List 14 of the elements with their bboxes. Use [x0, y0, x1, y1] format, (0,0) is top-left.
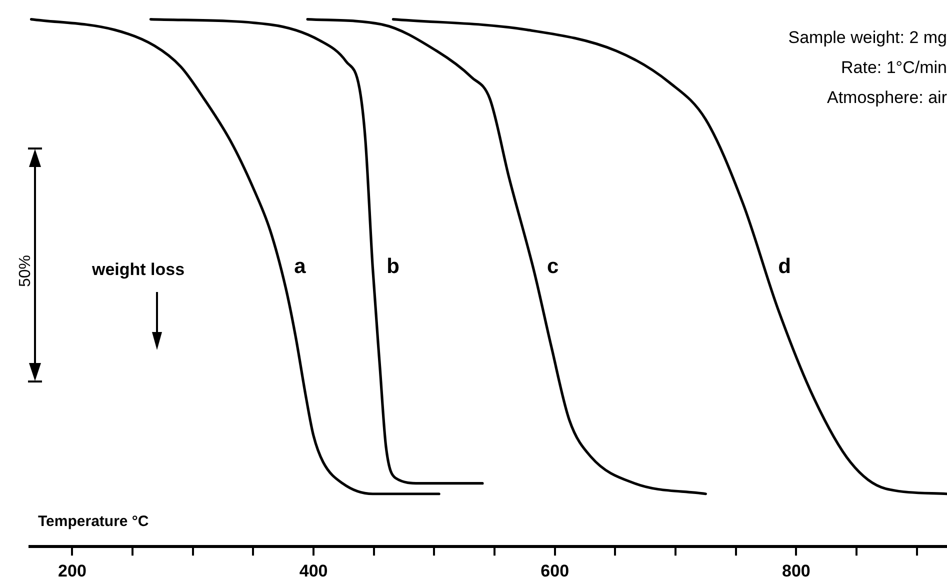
series-label: d [778, 254, 791, 278]
x-tick-label: 400 [299, 561, 328, 580]
x-tick-label: 200 [58, 561, 86, 580]
annotation: Atmosphere: air [827, 88, 947, 108]
annotation: 50% [17, 254, 36, 288]
x-tick-label: 600 [540, 561, 570, 580]
annotation: weight loss [92, 260, 185, 280]
series-label: b [386, 254, 400, 278]
series-label: c [546, 254, 559, 278]
annotation: Rate: 1°C/min [840, 58, 947, 78]
x-tick-label: 800 [782, 561, 810, 580]
annotation: Sample weight: 2 mg [788, 28, 947, 48]
series-label: a [294, 254, 306, 278]
x-axis-title: Temperature °C [38, 513, 149, 530]
